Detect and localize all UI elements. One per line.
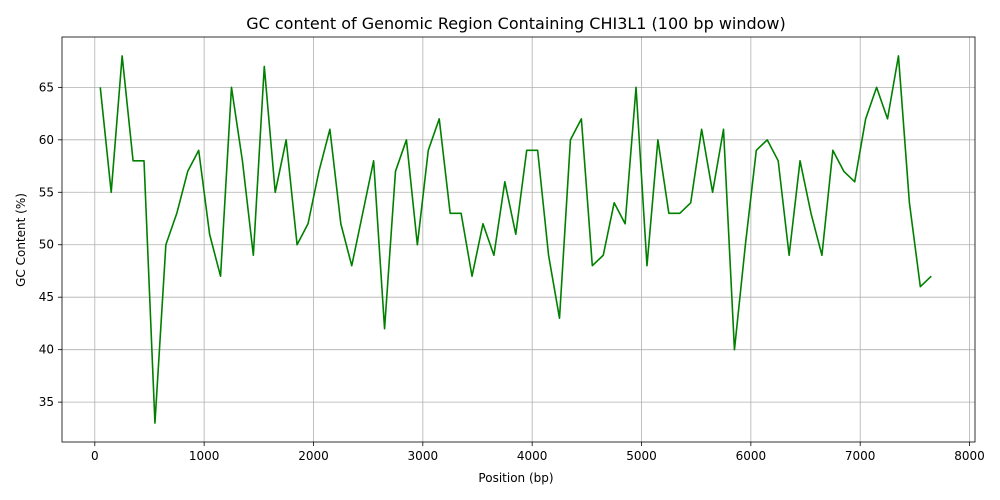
x-tick-label: 7000 xyxy=(845,449,876,463)
y-tick-label: 55 xyxy=(39,185,54,199)
x-tick-label: 1000 xyxy=(189,449,220,463)
y-tick-label: 45 xyxy=(39,290,54,304)
x-tick-label: 8000 xyxy=(954,449,985,463)
y-tick-label: 50 xyxy=(39,238,54,252)
y-tick-label: 65 xyxy=(39,80,54,94)
chart-title: GC content of Genomic Region Containing … xyxy=(246,14,786,33)
x-tick-label: 6000 xyxy=(736,449,767,463)
x-axis-ticks: 0 1000 2000 3000 4000 5000 6000 7000 8000 xyxy=(91,442,985,463)
y-axis-ticks: 35 40 45 50 55 60 65 xyxy=(39,80,62,409)
plot-area-frame xyxy=(61,36,976,443)
x-tick-label: 4000 xyxy=(517,449,548,463)
gc-content-series-line xyxy=(99,55,932,424)
y-tick-label: 40 xyxy=(39,343,54,357)
x-tick-label: 5000 xyxy=(626,449,657,463)
x-tick-label: 2000 xyxy=(298,449,329,463)
y-axis-label: GC Content (%) xyxy=(14,193,28,287)
y-tick-label: 35 xyxy=(39,395,54,409)
grid-lines xyxy=(62,37,975,442)
x-tick-label: 0 xyxy=(91,449,99,463)
x-tick-label: 3000 xyxy=(408,449,439,463)
x-axis-label: Position (bp) xyxy=(478,471,553,485)
y-tick-label: 60 xyxy=(39,133,54,147)
